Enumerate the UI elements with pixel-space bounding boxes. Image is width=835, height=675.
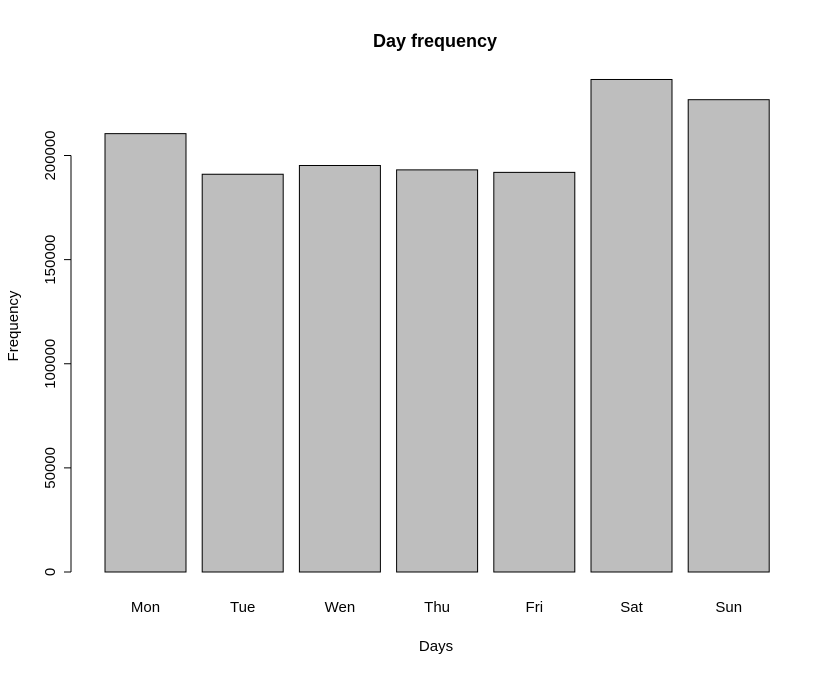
x-tick-label-fri: Fri bbox=[526, 599, 544, 616]
bar-tue bbox=[201, 173, 284, 573]
y-axis-label: Frequency bbox=[5, 290, 22, 361]
y-tick-label: 50000 bbox=[42, 447, 59, 489]
chart-title: Day frequency bbox=[373, 31, 497, 51]
bar-mon bbox=[104, 133, 187, 573]
x-tick-label-sat: Sat bbox=[620, 599, 643, 616]
x-axis-label: Days bbox=[419, 638, 453, 655]
bars bbox=[104, 78, 770, 573]
x-tick-label-tue: Tue bbox=[230, 599, 255, 616]
y-tick-label: 150000 bbox=[42, 235, 59, 285]
x-tick-label-sun: Sun bbox=[715, 599, 742, 616]
x-tick-labels: Mon Tue Wen Thu Fri Sat Sun bbox=[131, 599, 742, 616]
x-tick-label-wen: Wen bbox=[325, 599, 356, 616]
bar-sun bbox=[687, 99, 770, 573]
bar-thu bbox=[396, 169, 479, 573]
bar-fri bbox=[493, 171, 576, 573]
y-axis: 0 50000 100000 150000 200000 bbox=[42, 130, 72, 576]
y-tick-label: 200000 bbox=[42, 130, 59, 180]
y-tick-label: 0 bbox=[42, 568, 59, 576]
bar-wen bbox=[298, 164, 381, 573]
x-tick-label-thu: Thu bbox=[424, 599, 450, 616]
y-tick-label: 100000 bbox=[42, 339, 59, 389]
x-tick-label-mon: Mon bbox=[131, 599, 160, 616]
bar-sat bbox=[590, 78, 673, 573]
